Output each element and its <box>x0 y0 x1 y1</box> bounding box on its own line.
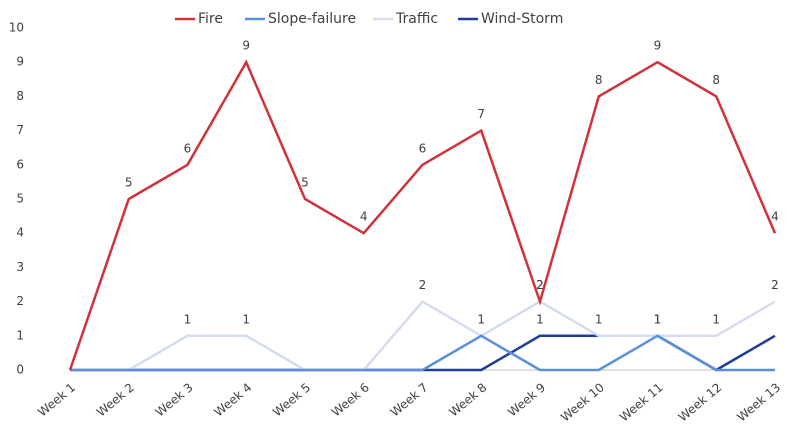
data-label: 1 <box>477 312 485 326</box>
y-tick-label: 2 <box>16 294 24 308</box>
data-label: 5 <box>301 176 309 190</box>
data-label: 7 <box>477 107 485 121</box>
data-label: 4 <box>360 210 368 224</box>
data-label: 1 <box>184 312 192 326</box>
x-tick-label: Week 6 <box>329 380 372 419</box>
legend-label: Wind-Storm <box>481 11 563 27</box>
x-tick-label: Week 5 <box>270 380 313 419</box>
data-label: 2 <box>419 278 427 292</box>
x-tick-label: Week 13 <box>734 380 783 424</box>
y-tick-label: 6 <box>16 157 24 171</box>
y-tick-label: 5 <box>16 192 24 206</box>
series-line <box>70 299 776 372</box>
legend-label: Slope-failure <box>268 11 356 27</box>
series-line <box>70 334 776 372</box>
data-label: 1 <box>595 312 603 326</box>
data-label: 2 <box>536 278 544 292</box>
data-label: 1 <box>536 312 544 326</box>
y-tick-label: 8 <box>16 89 24 103</box>
x-tick-label: Week 7 <box>388 380 431 419</box>
data-label: 2 <box>536 278 544 292</box>
x-tick-label: Week 12 <box>676 380 725 424</box>
data-label: 4 <box>771 210 779 224</box>
data-label: 6 <box>419 141 427 155</box>
y-tick-label: 3 <box>16 260 24 274</box>
y-tick-label: 10 <box>9 21 24 35</box>
x-tick-label: Week 2 <box>94 380 137 419</box>
data-label: 1 <box>654 312 662 326</box>
data-label: 1 <box>242 312 250 326</box>
x-tick-label: Week 10 <box>558 380 607 424</box>
y-tick-label: 1 <box>16 328 24 342</box>
data-label: 5 <box>125 176 133 190</box>
x-tick-label: Week 11 <box>617 380 666 424</box>
legend-label: Traffic <box>395 11 438 27</box>
data-label: 9 <box>242 39 250 53</box>
x-tick-label: Week 8 <box>446 380 489 419</box>
data-label: 8 <box>595 73 603 87</box>
x-tick-label: Week 3 <box>153 380 196 419</box>
y-tick-label: 4 <box>16 226 24 240</box>
data-label: 1 <box>654 312 662 326</box>
series-line <box>68 59 777 371</box>
y-tick-label: 0 <box>16 363 24 377</box>
data-label: 8 <box>712 73 720 87</box>
x-tick-label: Week 4 <box>211 380 254 419</box>
series-line <box>70 334 775 372</box>
x-tick-label: Week 1 <box>35 380 78 419</box>
x-tick-label: Week 9 <box>505 380 548 419</box>
y-tick-label: 7 <box>16 123 24 137</box>
data-label: 6 <box>184 141 192 155</box>
data-label: 2 <box>771 278 779 292</box>
data-label: 1 <box>712 312 720 326</box>
y-tick-label: 9 <box>16 55 24 69</box>
data-label: 9 <box>654 39 662 53</box>
legend-label: Fire <box>198 11 223 27</box>
